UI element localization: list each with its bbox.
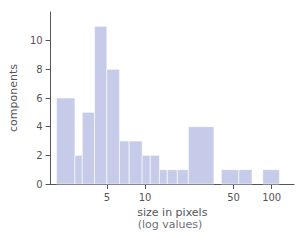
- svg-text:2: 2: [36, 150, 42, 161]
- svg-text:components: components: [7, 64, 20, 132]
- svg-text:5: 5: [104, 192, 110, 203]
- svg-text:100: 100: [262, 192, 281, 203]
- svg-text:(log values): (log values): [138, 218, 203, 231]
- svg-text:0: 0: [36, 179, 42, 190]
- svg-text:size in pixels: size in pixels: [137, 206, 207, 219]
- svg-text:10: 10: [30, 35, 43, 46]
- svg-text:6: 6: [36, 93, 42, 104]
- svg-text:50: 50: [227, 192, 240, 203]
- svg-text:10: 10: [139, 192, 152, 203]
- svg-text:8: 8: [36, 64, 42, 75]
- svg-text:4: 4: [36, 121, 42, 132]
